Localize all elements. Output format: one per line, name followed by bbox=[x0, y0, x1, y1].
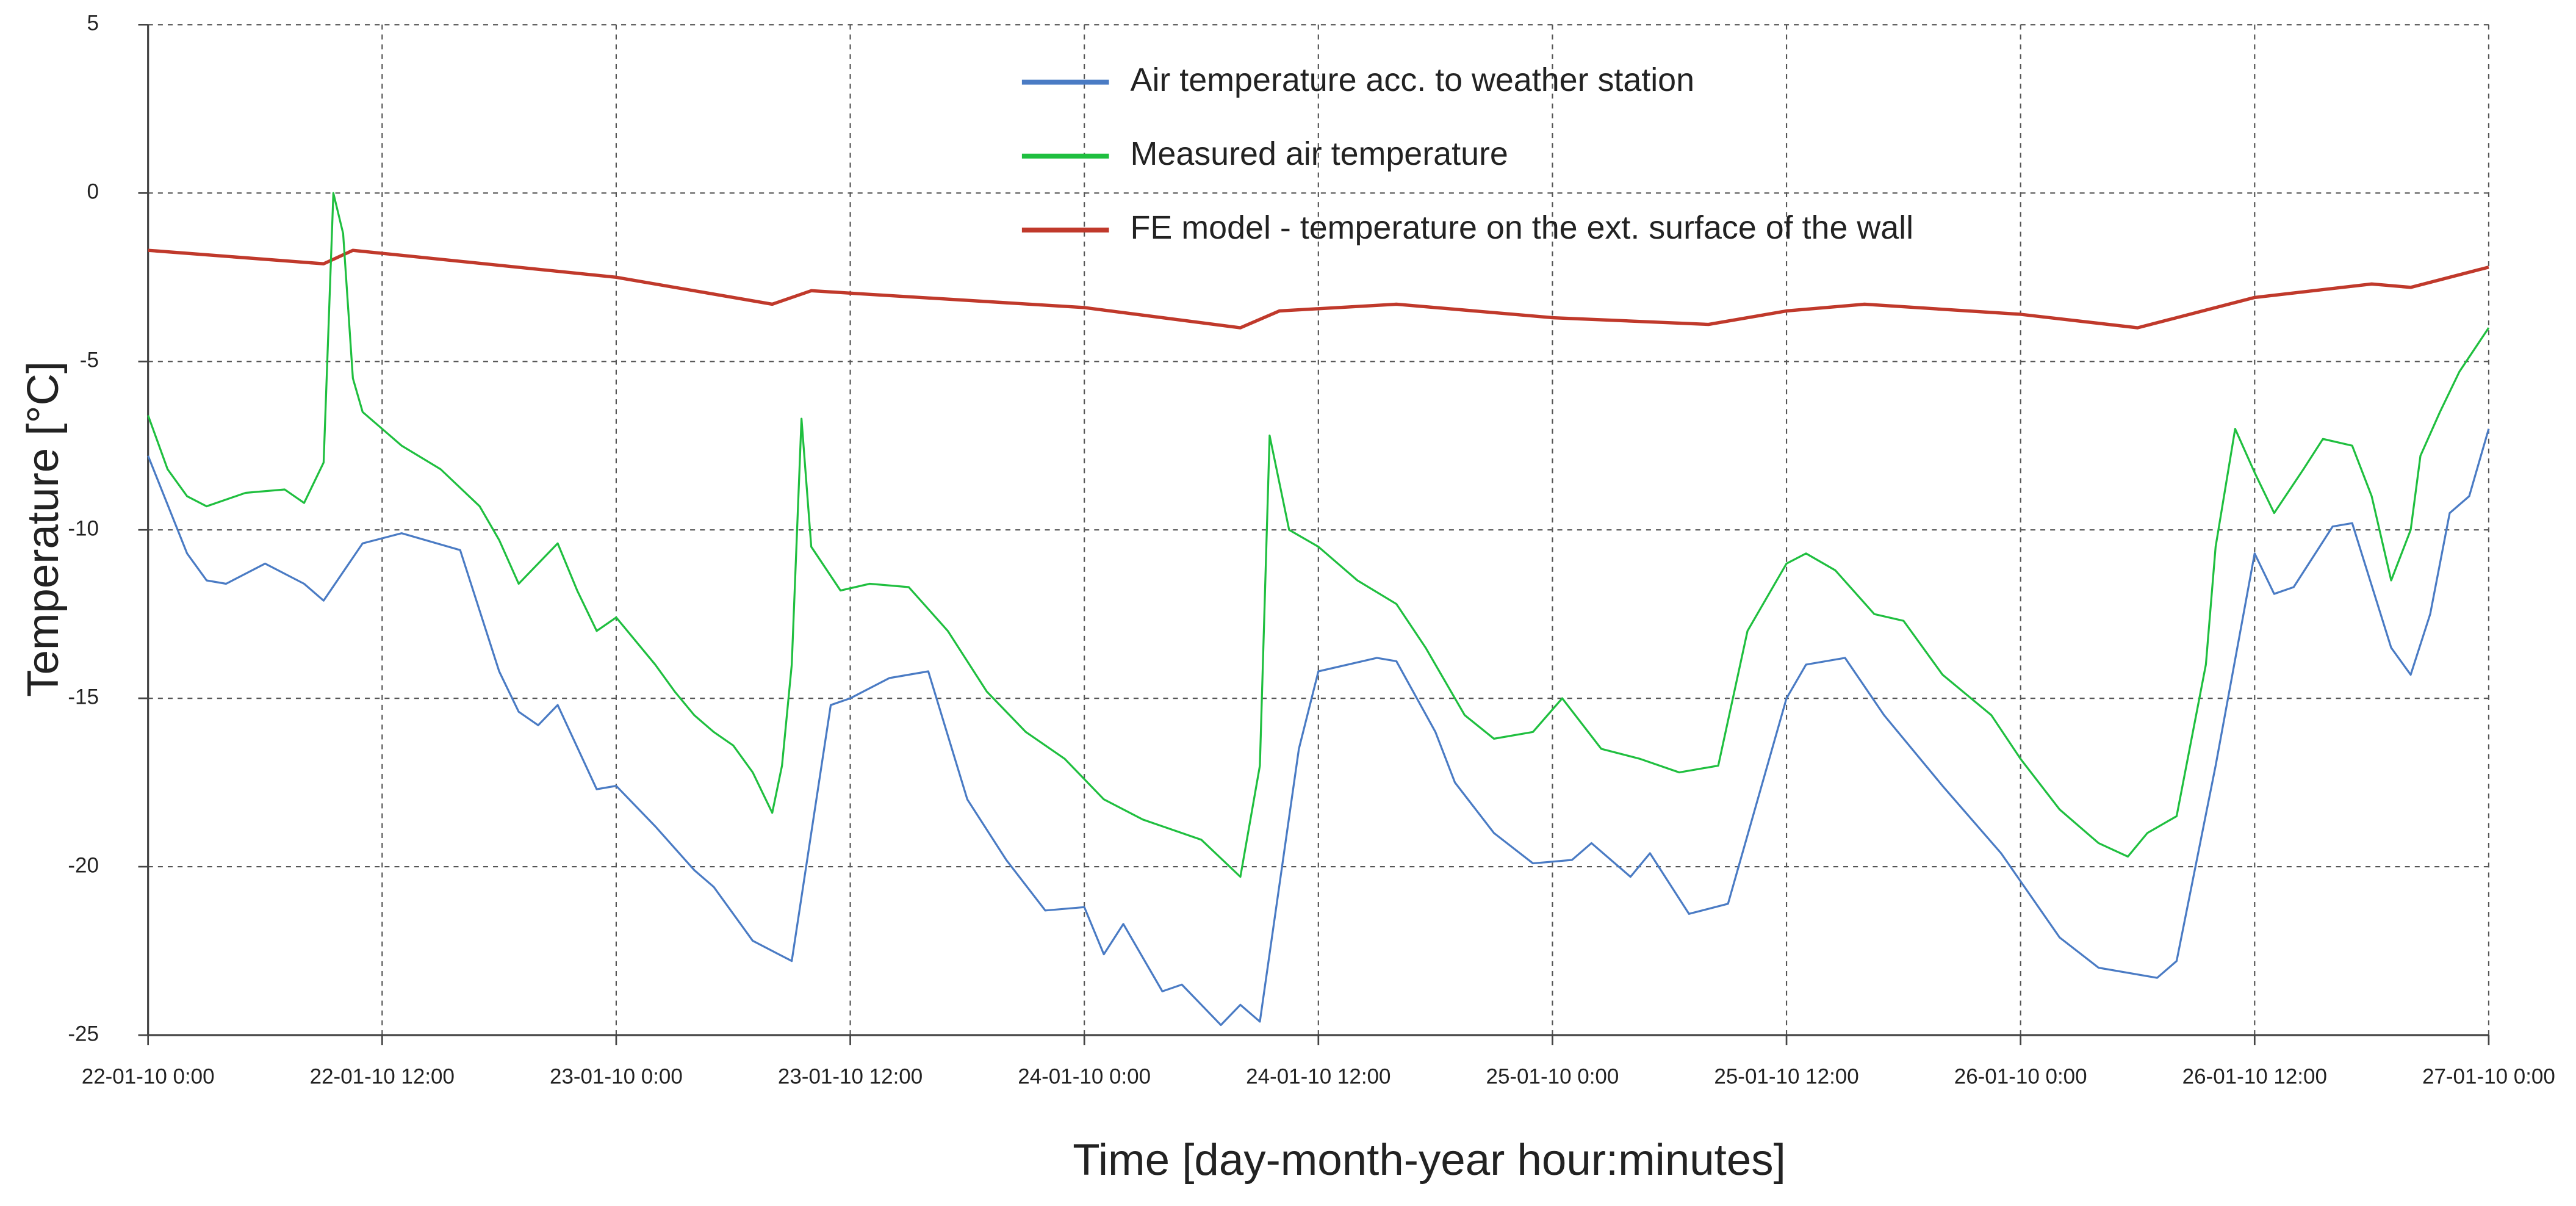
legend-text: Measured air temperature bbox=[1131, 135, 1508, 172]
series-line bbox=[147, 192, 2490, 878]
series-line bbox=[148, 248, 2489, 330]
legend-text: Air temperature acc. to weather station bbox=[1131, 62, 1695, 98]
x-tick-label: 22-01-10 0:00 bbox=[82, 1064, 215, 1088]
legend-text: FE model - temperature on the ext. surfa… bbox=[1131, 209, 1914, 246]
y-tick-label: -15 bbox=[68, 685, 99, 709]
x-tick-label: 22-01-10 12:00 bbox=[310, 1064, 455, 1088]
x-tick-label: 26-01-10 0:00 bbox=[1954, 1064, 2087, 1088]
y-tick-label: -10 bbox=[68, 516, 99, 540]
x-tick-label: 25-01-10 12:00 bbox=[1714, 1064, 1858, 1088]
x-tick-label: 23-01-10 0:00 bbox=[550, 1064, 683, 1088]
x-tick-label: 26-01-10 12:00 bbox=[2182, 1064, 2327, 1088]
series-line bbox=[147, 428, 2490, 1027]
y-tick-label: -25 bbox=[68, 1022, 99, 1045]
y-axis-title: Temperature [°C] bbox=[18, 361, 68, 697]
y-tick-label: 5 bbox=[87, 12, 98, 35]
x-axis-title: Time [day-month-year hour:minutes] bbox=[1073, 1135, 1786, 1185]
x-tick-label: 27-01-10 0:00 bbox=[2422, 1064, 2555, 1088]
y-tick-label: -5 bbox=[80, 348, 99, 372]
x-tick-label: 24-01-10 0:00 bbox=[1018, 1064, 1151, 1088]
x-tick-label: 25-01-10 0:00 bbox=[1486, 1064, 1619, 1088]
x-tick-label: 23-01-10 12:00 bbox=[778, 1064, 923, 1088]
y-tick-label: -20 bbox=[68, 853, 99, 877]
y-tick-label: 0 bbox=[87, 180, 98, 204]
x-tick-label: 24-01-10 12:00 bbox=[1246, 1064, 1391, 1088]
